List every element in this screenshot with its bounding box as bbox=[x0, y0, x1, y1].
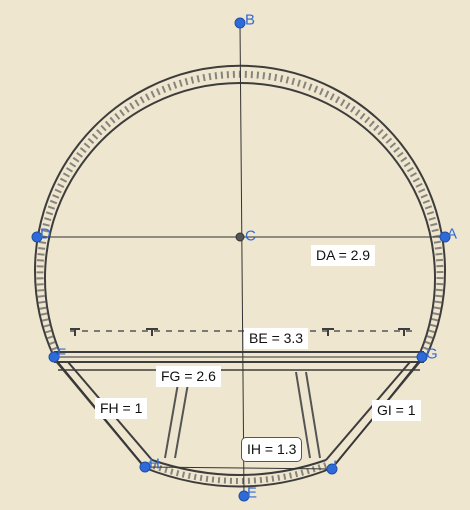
point-c[interactable] bbox=[235, 232, 245, 242]
point-b[interactable] bbox=[234, 17, 246, 29]
measurement-be: BE = 3.3 bbox=[244, 328, 309, 349]
point-f[interactable] bbox=[48, 351, 60, 363]
point-label-d: D bbox=[40, 225, 51, 242]
points-layer[interactable]: B C D A F G H I E bbox=[31, 11, 457, 502]
outer-arch-ring bbox=[34, 64, 446, 358]
inner-arch-ring bbox=[44, 82, 436, 354]
line-hi bbox=[144, 466, 333, 470]
point-label-a: A bbox=[447, 225, 457, 242]
invert-bottom bbox=[144, 459, 333, 488]
measurement-fh: FH = 1 bbox=[95, 398, 148, 419]
point-label-i: I bbox=[333, 457, 337, 474]
arch-hatching bbox=[36, 70, 444, 357]
invert-hatching bbox=[146, 461, 331, 484]
measurement-da: DA = 2.9 bbox=[311, 245, 376, 266]
right-strut bbox=[295, 371, 321, 459]
point-d[interactable] bbox=[31, 231, 43, 243]
measurement-fg: FG = 2.6 bbox=[156, 366, 221, 387]
point-label-g: G bbox=[426, 345, 438, 362]
point-label-e: E bbox=[247, 484, 257, 501]
point-i[interactable] bbox=[326, 463, 338, 475]
point-h[interactable] bbox=[139, 461, 151, 473]
point-e[interactable] bbox=[238, 490, 250, 502]
point-g[interactable] bbox=[416, 351, 428, 363]
measurement-gi: GI = 1 bbox=[372, 400, 421, 421]
point-label-h: H bbox=[149, 455, 160, 472]
rail-ties bbox=[70, 328, 410, 336]
point-label-f: F bbox=[57, 345, 66, 362]
line-be bbox=[239, 23, 245, 497]
measurement-ih: IH = 1.3 bbox=[241, 437, 303, 462]
point-label-c: C bbox=[245, 227, 256, 244]
point-label-b: B bbox=[245, 11, 255, 28]
point-a[interactable] bbox=[439, 231, 451, 243]
